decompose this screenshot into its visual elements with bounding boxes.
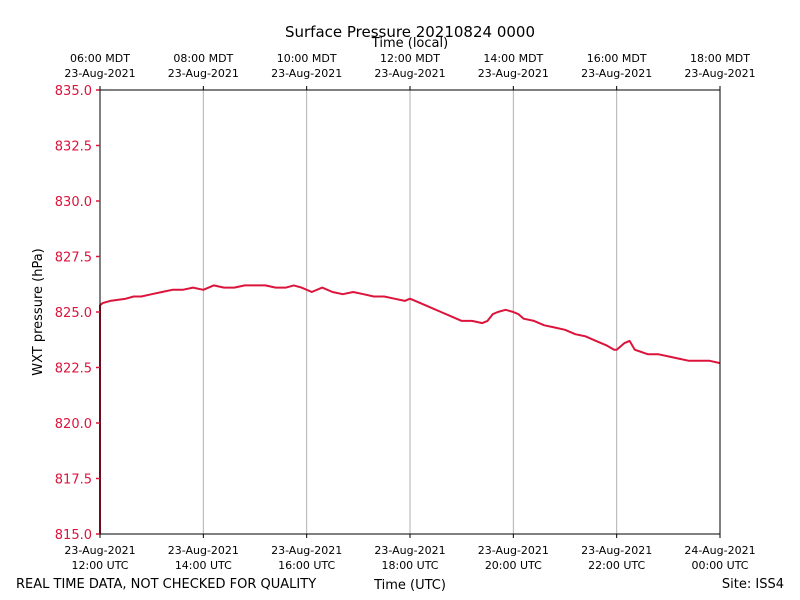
x-tick-date-1: 23-Aug-2021 xyxy=(168,544,239,557)
top-tick-date-0: 23-Aug-2021 xyxy=(64,67,135,80)
top-axis-label: Time (local) xyxy=(371,36,448,51)
site-label: Site: ISS4 xyxy=(722,577,784,592)
y-ticks: 815.0 817.5 820.0 822.5 825.0 827.5 830.0 832.5… xyxy=(55,84,100,543)
top-tick-time-6: 18:00 MDT xyxy=(690,52,750,65)
y-tick-label-6: 830.0 xyxy=(55,195,92,210)
y-tick-label-4: 825.0 xyxy=(55,306,92,321)
y-tick-label-3: 822.5 xyxy=(55,362,92,377)
top-tick-time-3: 12:00 MDT xyxy=(380,52,440,65)
x-tick-date-4: 23-Aug-2021 xyxy=(478,544,549,557)
y-axis-label: WXT pressure (hPa) xyxy=(31,248,46,376)
x-tick-time-0: 12:00 UTC xyxy=(71,559,128,572)
x-tick-date-0: 23-Aug-2021 xyxy=(64,544,135,557)
y-tick-label-1: 817.5 xyxy=(55,473,92,488)
top-tick-time-2: 10:00 MDT xyxy=(277,52,337,65)
x-tick-time-5: 22:00 UTC xyxy=(588,559,645,572)
top-tick-time-5: 16:00 MDT xyxy=(587,52,647,65)
series-layer xyxy=(99,284,721,534)
x-tick-time-2: 16:00 UTC xyxy=(278,559,335,572)
y-tick-label-0: 815.0 xyxy=(55,528,92,543)
x-ticks-bottom: 23-Aug-2021 12:00 UTC 23-Aug-2021 14:00 UTC… xyxy=(64,534,756,572)
y-tick-label-5: 827.5 xyxy=(55,251,92,266)
x-ticks-top: 06:00 MDT 23-Aug-2021 08:00 MDT 23-Aug-2021… xyxy=(64,52,756,90)
y-tick-label-8: 835.0 xyxy=(55,84,92,99)
top-tick-time-4: 14:00 MDT xyxy=(483,52,543,65)
x-tick-time-4: 20:00 UTC xyxy=(485,559,542,572)
bottom-axis-label: Time (UTC) xyxy=(373,578,446,593)
top-tick-date-1: 23-Aug-2021 xyxy=(168,67,239,80)
x-tick-date-6: 24-Aug-2021 xyxy=(684,544,755,557)
top-tick-date-6: 23-Aug-2021 xyxy=(684,67,755,80)
top-tick-time-0: 06:00 MDT xyxy=(70,52,130,65)
top-tick-date-5: 23-Aug-2021 xyxy=(581,67,652,80)
x-tick-time-6: 00:00 UTC xyxy=(691,559,748,572)
top-tick-date-3: 23-Aug-2021 xyxy=(374,67,445,80)
x-tick-time-3: 18:00 UTC xyxy=(381,559,438,572)
grid-lines xyxy=(202,90,618,534)
top-tick-date-4: 23-Aug-2021 xyxy=(478,67,549,80)
x-tick-date-3: 23-Aug-2021 xyxy=(374,544,445,557)
chart-title: Surface Pressure 20210824 0000 xyxy=(285,23,535,41)
x-tick-date-5: 23-Aug-2021 xyxy=(581,544,652,557)
quality-note: REAL TIME DATA, NOT CHECKED FOR QUALITY xyxy=(16,577,316,592)
top-tick-time-1: 08:00 MDT xyxy=(173,52,233,65)
series-line-0 xyxy=(99,284,721,534)
x-tick-date-2: 23-Aug-2021 xyxy=(271,544,342,557)
y-tick-label-7: 832.5 xyxy=(55,140,92,155)
x-tick-time-1: 14:00 UTC xyxy=(175,559,232,572)
y-tick-label-2: 820.0 xyxy=(55,417,92,432)
top-tick-date-2: 23-Aug-2021 xyxy=(271,67,342,80)
